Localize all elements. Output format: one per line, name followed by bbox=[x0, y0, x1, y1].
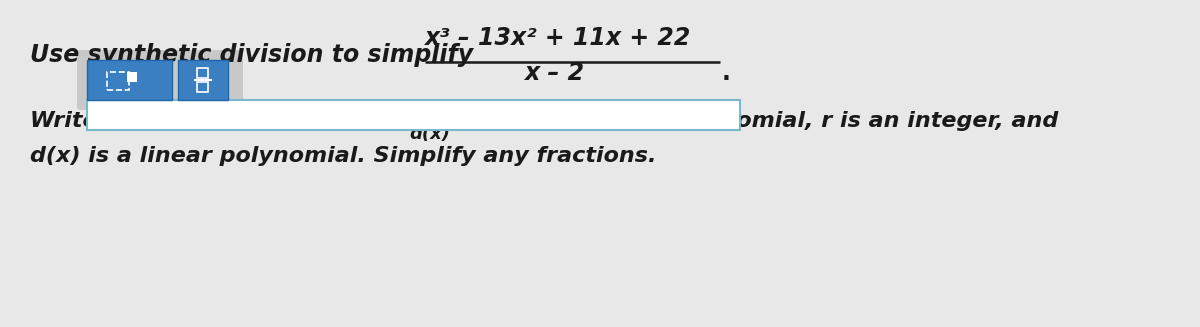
Text: Use synthetic division to simplify: Use synthetic division to simplify bbox=[30, 43, 481, 67]
Text: x – 2: x – 2 bbox=[524, 61, 586, 85]
Text: d(x): d(x) bbox=[409, 125, 450, 143]
FancyBboxPatch shape bbox=[126, 72, 137, 82]
Text: d(x) is a linear polynomial. Simplify any fractions.: d(x) is a linear polynomial. Simplify an… bbox=[30, 146, 656, 166]
FancyBboxPatch shape bbox=[178, 60, 228, 100]
FancyBboxPatch shape bbox=[88, 100, 740, 130]
Text: Write your answer in the form q(x) +: Write your answer in the form q(x) + bbox=[30, 111, 500, 131]
FancyBboxPatch shape bbox=[88, 60, 172, 100]
Text: .: . bbox=[722, 61, 731, 85]
Text: x³ – 13x² + 11x + 22: x³ – 13x² + 11x + 22 bbox=[425, 26, 691, 50]
Text: r: r bbox=[426, 97, 434, 115]
Text: , where q(x) is a polynomial, r is an integer, and: , where q(x) is a polynomial, r is an in… bbox=[457, 111, 1060, 131]
FancyBboxPatch shape bbox=[77, 50, 242, 110]
